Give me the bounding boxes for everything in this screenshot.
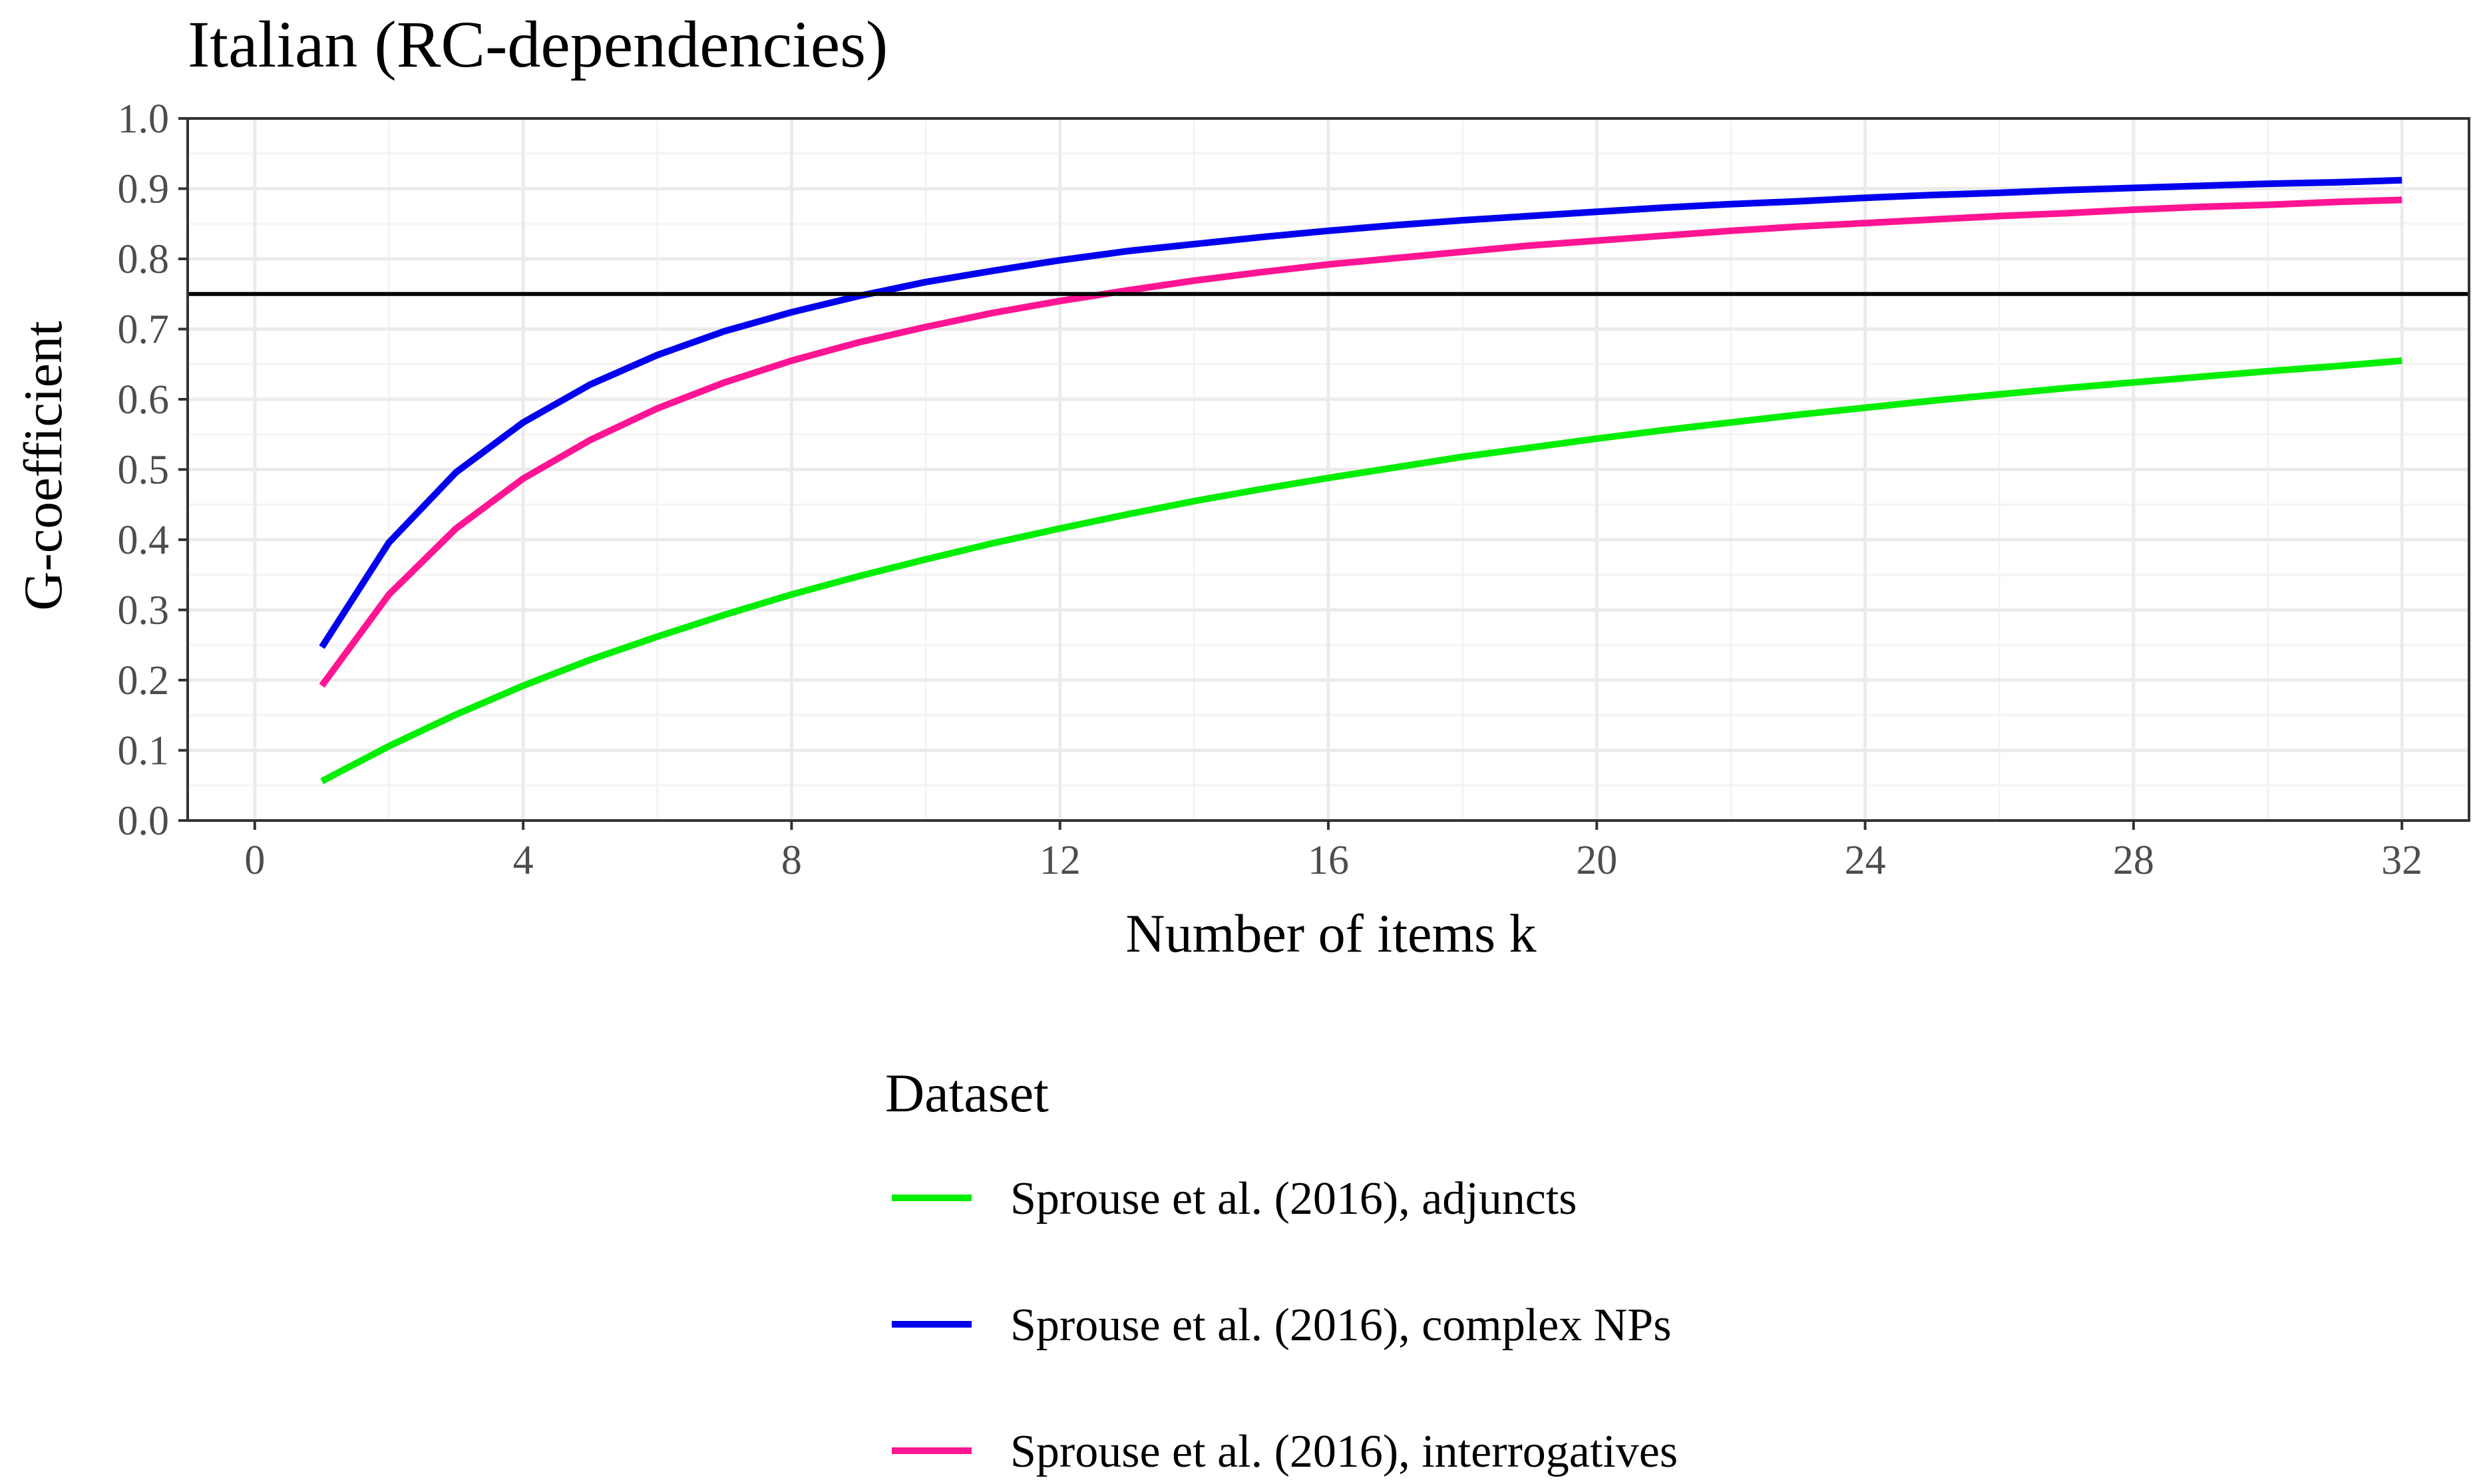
grid — [188, 116, 2469, 823]
series-line-1 — [320, 357, 2402, 785]
y-axis: 0.0 0.1 0.2 0.3 0.4 0.5 0.6 0.7 0.8 0.9 1.0 — [118, 96, 188, 844]
y-tick-label: 0.0 — [118, 799, 170, 844]
x-tick-label: 20 — [1576, 838, 1617, 883]
x-tick-label: 8 — [781, 838, 802, 883]
x-tick-label: 16 — [1308, 838, 1349, 883]
series-layer — [319, 176, 2402, 785]
y-tick-label: 0.3 — [118, 588, 170, 634]
y-tick-label: 0.5 — [118, 448, 170, 493]
legend-label-1: Sprouse et al. (2016), adjuncts — [1010, 1173, 1577, 1224]
legend: Dataset Sprouse et al. (2016), adjuncts S… — [885, 1063, 1678, 1477]
y-tick-label: 0.9 — [118, 167, 170, 212]
y-tick-label: 0.8 — [118, 237, 170, 282]
x-tick-label: 24 — [1845, 838, 1886, 883]
y-tick-label: 0.7 — [118, 307, 170, 353]
legend-label-3: Sprouse et al. (2016), interrogatives — [1010, 1426, 1678, 1477]
x-tick-label: 12 — [1040, 838, 1081, 883]
x-tick-label: 32 — [2381, 838, 2422, 883]
y-tick-label: 0.2 — [118, 658, 170, 703]
legend-label-2: Sprouse et al. (2016), complex NPs — [1010, 1300, 1671, 1351]
y-tick-label: 1.0 — [118, 96, 170, 142]
series-line-3 — [319, 196, 2402, 688]
series-line-2 — [319, 176, 2402, 649]
y-tick-label: 0.1 — [118, 729, 170, 774]
x-tick-label: 28 — [2113, 838, 2154, 883]
x-axis-title: Number of items k — [1125, 903, 1536, 964]
y-tick-label: 0.6 — [118, 377, 170, 423]
x-tick-label: 0 — [244, 838, 265, 883]
legend-title: Dataset — [885, 1063, 1049, 1123]
y-axis-title: G-coefficient — [13, 321, 73, 611]
chart-title: Italian (RC-dependencies) — [188, 7, 888, 81]
y-tick-label: 0.4 — [118, 518, 170, 563]
x-axis: 0 4 8 12 16 20 24 28 32 — [244, 821, 2422, 883]
x-tick-label: 4 — [513, 838, 534, 883]
